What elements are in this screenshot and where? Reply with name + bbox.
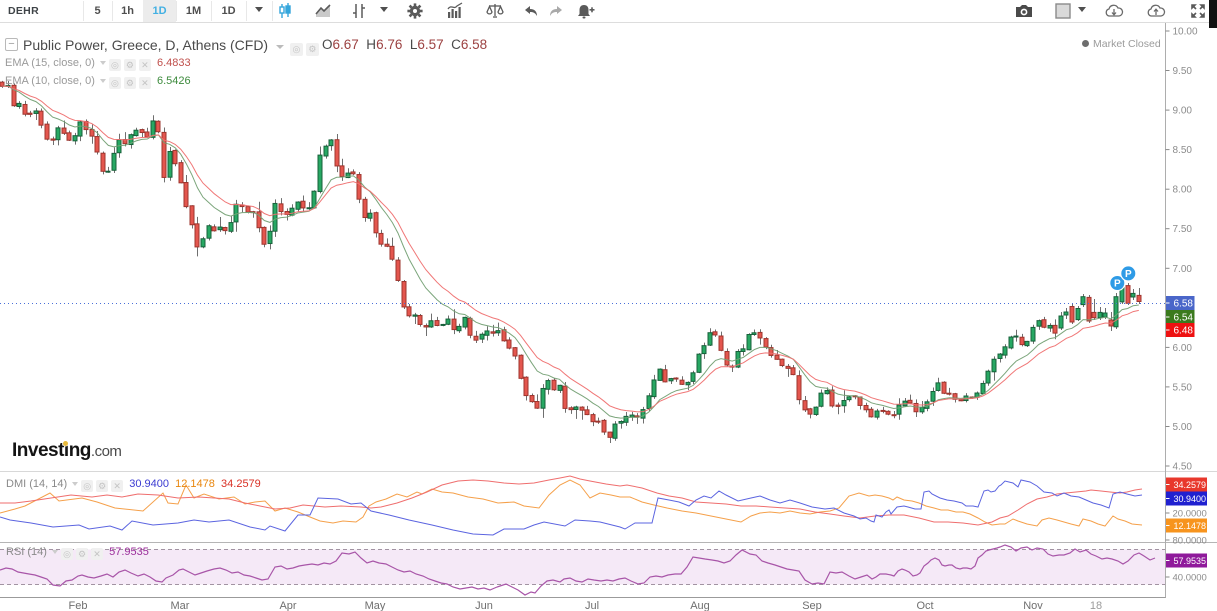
svg-text:20.0000: 20.0000 [1173,509,1207,520]
svg-text:Oct: Oct [916,600,933,611]
svg-text:6.54: 6.54 [1174,313,1194,324]
svg-text:6.00: 6.00 [1173,343,1193,354]
svg-text:7.00: 7.00 [1173,264,1193,275]
svg-text:6.48: 6.48 [1174,326,1194,337]
svg-text:7.50: 7.50 [1173,224,1193,235]
svg-text:12.1478: 12.1478 [1174,521,1207,531]
svg-text:Jul: Jul [585,600,599,611]
svg-text:5.50: 5.50 [1173,382,1193,393]
svg-text:57.9535: 57.9535 [1174,556,1207,566]
svg-text:18: 18 [1090,600,1102,611]
svg-text:P: P [1125,269,1132,280]
svg-text:Nov: Nov [1023,600,1043,611]
svg-text:Mar: Mar [171,600,190,611]
svg-text:34.2579: 34.2579 [1174,480,1207,490]
svg-text:P: P [1114,279,1121,290]
svg-text:May: May [365,600,386,611]
svg-text:40.0000: 40.0000 [1173,573,1207,584]
svg-text:Apr: Apr [279,600,296,611]
svg-text:Aug: Aug [690,600,710,611]
svg-text:6.58: 6.58 [1174,299,1194,310]
svg-text:Jun: Jun [475,600,493,611]
svg-text:4.50: 4.50 [1173,462,1193,473]
svg-text:10.00: 10.00 [1173,27,1198,38]
svg-text:Sep: Sep [802,600,822,611]
svg-text:5.00: 5.00 [1173,422,1193,433]
svg-text:9.50: 9.50 [1173,66,1193,77]
svg-text:Feb: Feb [69,600,88,611]
svg-text:8.00: 8.00 [1173,185,1193,196]
svg-text:30.9400: 30.9400 [1174,494,1207,504]
svg-text:80.0000: 80.0000 [1173,536,1207,547]
svg-text:9.00: 9.00 [1173,106,1193,117]
svg-text:8.50: 8.50 [1173,145,1193,156]
